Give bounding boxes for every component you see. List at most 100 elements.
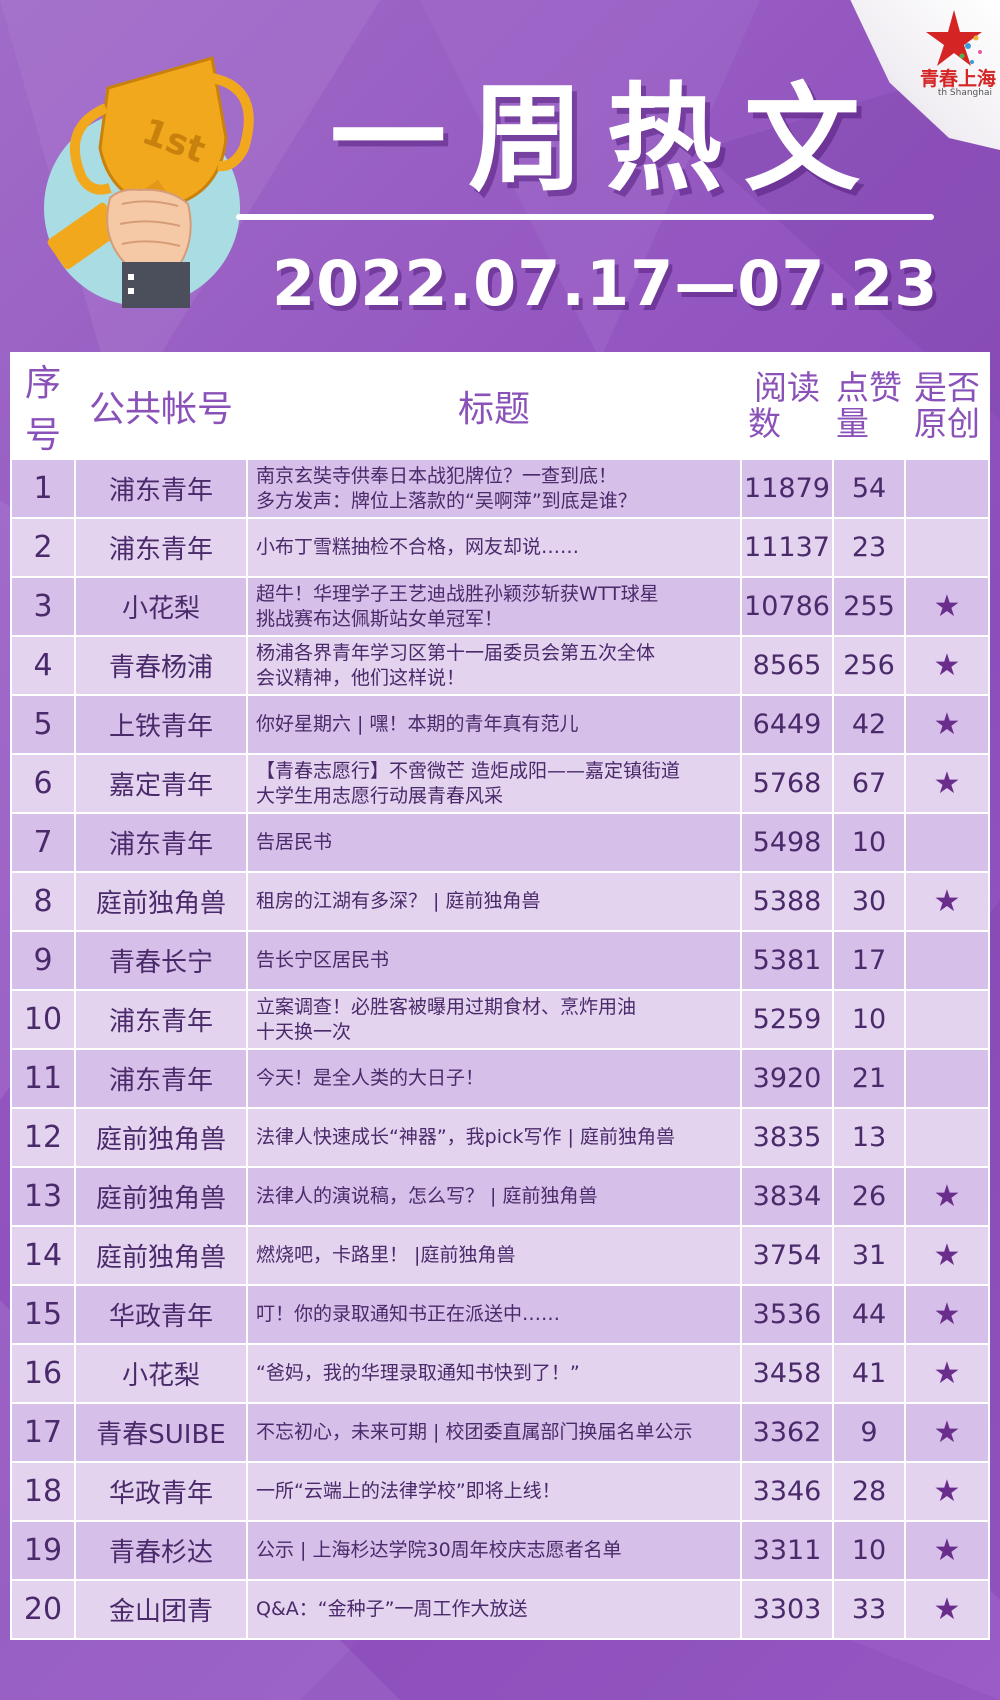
row-number: 16 — [10, 1343, 76, 1404]
row-original-star: ★ — [904, 1520, 990, 1581]
logo-subtitle: th Shanghai — [937, 88, 992, 98]
row-reads: 3311 — [740, 1520, 834, 1581]
table-row: 12 庭前独角兽 法律人快速成长“神器”，我pick写作 | 庭前独角兽 3835 13 — [10, 1107, 990, 1168]
row-likes: 28 — [832, 1461, 906, 1522]
row-title-line: 立案调查！必胜客被曝用过期食材、烹炸用油 — [256, 995, 637, 1018]
row-account: 浦东青年 — [74, 517, 248, 578]
row-original-star: ★ — [904, 1579, 990, 1640]
row-reads: 3834 — [740, 1166, 834, 1227]
row-reads: 6449 — [740, 694, 834, 755]
row-likes: 67 — [832, 753, 906, 814]
row-reads: 3754 — [740, 1225, 834, 1286]
row-original-star: ★ — [904, 1343, 990, 1404]
row-title-line: 十天换一次 — [256, 1020, 352, 1043]
row-original-star — [904, 458, 990, 519]
row-likes: 44 — [832, 1284, 906, 1345]
row-account: 庭前独角兽 — [74, 871, 248, 932]
row-likes: 10 — [832, 812, 906, 873]
row-account: 浦东青年 — [74, 458, 248, 519]
row-original-star: ★ — [904, 871, 990, 932]
date-range: 2022.07.17—07.23 — [272, 247, 939, 320]
row-number: 7 — [10, 812, 76, 873]
row-number: 2 — [10, 517, 76, 578]
row-reads: 3458 — [740, 1343, 834, 1404]
row-title: 燃烧吧，卡路里！ |庭前独角兽 — [246, 1225, 742, 1286]
row-title-line: 法律人的演说稿，怎么写？ | 庭前独角兽 — [256, 1185, 598, 1207]
header-reads: 阅读 数 — [740, 352, 834, 460]
row-number: 10 — [10, 989, 76, 1050]
row-number: 5 — [10, 694, 76, 755]
row-likes: 41 — [832, 1343, 906, 1404]
table-row: 15 华政青年 叮！你的录取通知书正在派送中…… 3536 44 ★ — [10, 1284, 990, 1345]
row-reads: 5498 — [740, 812, 834, 873]
row-title-line: 会议精神，他们这样说！ — [256, 666, 466, 689]
row-account: 上铁青年 — [74, 694, 248, 755]
table-row: 11 浦东青年 今天！是全人类的大日子！ 3920 21 — [10, 1048, 990, 1109]
row-title-line: 租房的江湖有多深？ | 庭前独角兽 — [256, 890, 541, 912]
header-title: 标题 — [246, 352, 742, 460]
row-number: 11 — [10, 1048, 76, 1109]
row-account: 庭前独角兽 — [74, 1166, 248, 1227]
row-likes: 13 — [832, 1107, 906, 1168]
row-likes: 10 — [832, 989, 906, 1050]
row-title-line: “爸妈，我的华理录取通知书快到了！” — [256, 1362, 580, 1384]
row-original-star: ★ — [904, 1461, 990, 1522]
row-original-star: ★ — [904, 1402, 990, 1463]
row-likes: 23 — [832, 517, 906, 578]
row-original-star: ★ — [904, 576, 990, 637]
row-original-star: ★ — [904, 1166, 990, 1227]
row-title: 告长宁区居民书 — [246, 930, 742, 991]
row-title: 小布丁雪糕抽检不合格，网友却说…… — [246, 517, 742, 578]
trophy-icon: 1st — [44, 56, 254, 308]
row-title-line: 【青春志愿行】不啻微芒 造炬成阳——嘉定镇街道 — [256, 759, 681, 782]
row-title: 叮！你的录取通知书正在派送中…… — [246, 1284, 742, 1345]
row-likes: 31 — [832, 1225, 906, 1286]
row-account: 青春长宁 — [74, 930, 248, 991]
row-number: 13 — [10, 1166, 76, 1227]
row-account: 小花梨 — [74, 576, 248, 637]
table-row: 5 上铁青年 你好星期六 | 嘿！本期的青年真有范儿 6449 42 ★ — [10, 694, 990, 755]
row-likes: 54 — [832, 458, 906, 519]
header-likes-line2: 量 — [836, 404, 869, 443]
header-original-line2: 原创 — [914, 404, 980, 443]
row-likes: 10 — [832, 1520, 906, 1581]
row-number: 6 — [10, 753, 76, 814]
title-divider — [236, 214, 934, 220]
table-row: 16 小花梨 “爸妈，我的华理录取通知书快到了！” 3458 41 ★ — [10, 1343, 990, 1404]
row-number: 14 — [10, 1225, 76, 1286]
row-likes: 17 — [832, 930, 906, 991]
row-reads: 8565 — [740, 635, 834, 696]
row-reads: 5259 — [740, 989, 834, 1050]
table-body: 1 浦东青年 南京玄奘寺供奉日本战犯牌位？一查到底！ 多方发声：牌位上落款的“吴啊萍”… — [10, 458, 990, 1640]
row-reads: 3346 — [740, 1461, 834, 1522]
row-number: 1 — [10, 458, 76, 519]
row-title-line: 南京玄奘寺供奉日本战犯牌位？一查到底！ — [256, 464, 618, 487]
row-original-star: ★ — [904, 753, 990, 814]
row-original-star — [904, 1048, 990, 1109]
row-title: 告居民书 — [246, 812, 742, 873]
row-reads: 3920 — [740, 1048, 834, 1109]
row-reads: 3362 — [740, 1402, 834, 1463]
header-num: 序号 — [10, 352, 76, 460]
row-account: 庭前独角兽 — [74, 1107, 248, 1168]
row-reads: 10786 — [740, 576, 834, 637]
row-account: 浦东青年 — [74, 1048, 248, 1109]
table-row: 8 庭前独角兽 租房的江湖有多深？ | 庭前独角兽 5388 30 ★ — [10, 871, 990, 932]
row-title-line: 大学生用志愿行动展青春风采 — [256, 784, 504, 807]
table-row: 13 庭前独角兽 法律人的演说稿，怎么写？ | 庭前独角兽 3834 26 ★ — [10, 1166, 990, 1227]
row-original-star — [904, 989, 990, 1050]
row-title-line: 超牛！华理学子王艺迪战胜孙颖莎斩获WTT球星 — [256, 582, 659, 605]
row-original-star — [904, 930, 990, 991]
row-title-line: 杨浦各界青年学习区第十一届委员会第五次全体 — [256, 641, 656, 664]
row-title: 租房的江湖有多深？ | 庭前独角兽 — [246, 871, 742, 932]
hot-articles-table: 序号 公共帐号 标题 阅读 数 点赞 量 是否 原创 1 浦东青年 南京玄奘寺供奉日… — [10, 352, 990, 1640]
row-likes: 255 — [832, 576, 906, 637]
page-title: 一周热文 — [330, 72, 882, 207]
row-title-line: 法律人快速成长“神器”，我pick写作 | 庭前独角兽 — [256, 1126, 675, 1148]
row-reads: 5388 — [740, 871, 834, 932]
logo-name: 青春上海 — [919, 68, 996, 90]
star-logo-icon — [926, 10, 982, 66]
row-title-line: 燃烧吧，卡路里！ |庭前独角兽 — [256, 1244, 516, 1266]
row-title: “爸妈，我的华理录取通知书快到了！” — [246, 1343, 742, 1404]
header-original: 是否 原创 — [904, 352, 990, 460]
